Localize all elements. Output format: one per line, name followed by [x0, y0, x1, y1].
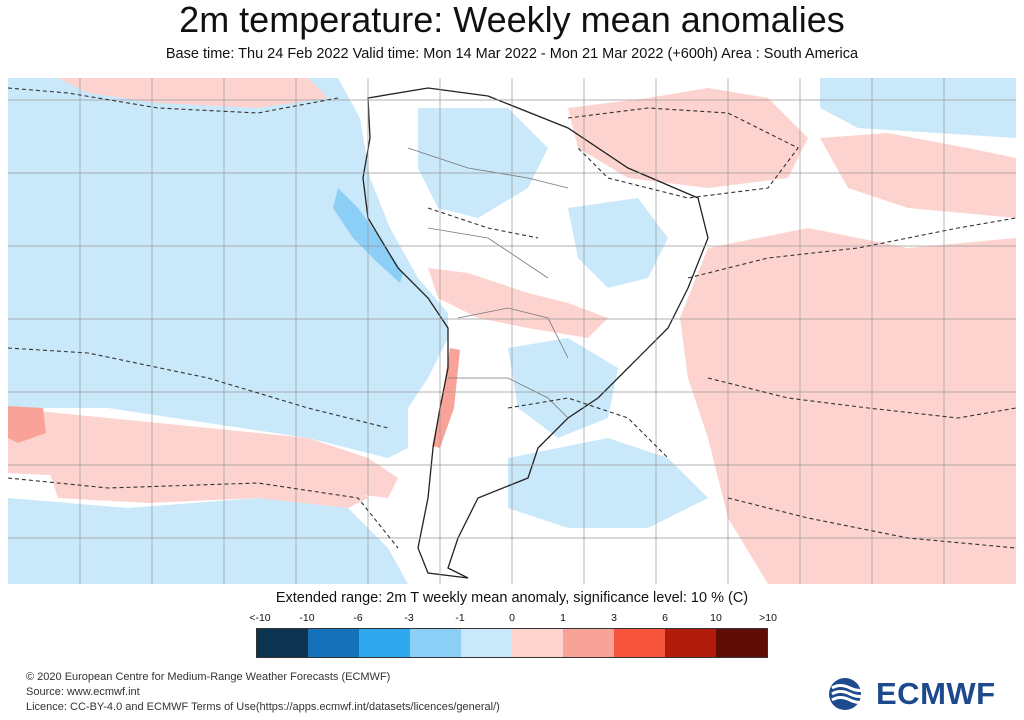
ecmwf-logo: ECMWF — [828, 676, 996, 712]
color-bar-swatch — [410, 629, 461, 657]
argentine-sea-cold — [508, 438, 708, 528]
color-bar-swatch — [716, 629, 767, 657]
legend-tick: >10 — [759, 612, 777, 624]
legend-tick: -6 — [353, 612, 363, 624]
ecmwf-logo-text: ECMWF — [876, 676, 996, 711]
atlantic-warm-north — [568, 88, 808, 188]
legend-tick: -1 — [455, 612, 465, 624]
color-bar-swatch — [665, 629, 716, 657]
legend-tick: 1 — [560, 612, 566, 624]
color-bar-swatch — [563, 629, 614, 657]
graticule — [8, 78, 1016, 584]
legend-tick: 6 — [662, 612, 668, 624]
la-plata-cold — [508, 338, 618, 438]
legend-tick: 3 — [611, 612, 617, 624]
legend-tick: 0 — [509, 612, 515, 624]
south-pacific-warm-lower — [48, 463, 368, 508]
source-line: Source: www.ecmwf.int — [26, 686, 140, 698]
anomaly-map — [8, 78, 1016, 584]
legend-tick: 10 — [710, 612, 722, 624]
color-bar-swatch — [308, 629, 359, 657]
color-bar — [256, 628, 768, 658]
legend-tick: -3 — [404, 612, 414, 624]
map-title: 2m temperature: Weekly mean anomalies — [179, 0, 845, 40]
east-atlantic-warm — [820, 133, 1016, 218]
central-andes-warm — [428, 268, 608, 338]
brazil-highlands-cold — [568, 198, 668, 288]
north-atlantic-cold — [820, 78, 1016, 138]
color-bar-swatch — [461, 629, 512, 657]
south-pacific-cold-band — [8, 498, 408, 584]
color-bar-swatch — [257, 629, 308, 657]
significance-contours — [8, 87, 1016, 549]
legend-ticks: <-10 -10 -6 -3 -1 0 1 3 6 10 >10 — [246, 612, 786, 626]
color-bar-swatch — [614, 629, 665, 657]
legend-tick: -10 — [299, 612, 315, 624]
footer: © 2020 European Centre for Medium-Range … — [26, 670, 500, 715]
pacific-warm-spot — [8, 406, 46, 443]
chile-warm-strip — [432, 348, 460, 448]
color-bar-swatch — [359, 629, 410, 657]
legend-tick: <-10 — [249, 612, 271, 624]
ecmwf-logo-icon — [829, 678, 871, 710]
north-pacific-warm — [58, 78, 328, 108]
central-continent-cold — [418, 108, 548, 218]
map-subtitle: Base time: Thu 24 Feb 2022 Valid time: M… — [165, 46, 859, 62]
copyright-line: © 2020 European Centre for Medium-Range … — [26, 671, 391, 683]
legend-title: Extended range: 2m T weekly mean anomaly… — [275, 590, 749, 606]
color-bar-swatch — [512, 629, 563, 657]
licence-line: Licence: CC-BY-4.0 and ECMWF Terms of Us… — [26, 701, 500, 713]
